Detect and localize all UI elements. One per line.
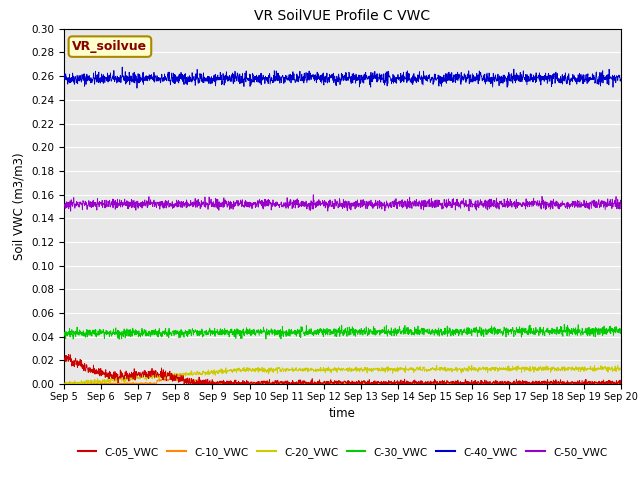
Legend: C-05_VWC, C-10_VWC, C-20_VWC, C-30_VWC, C-40_VWC, C-50_VWC: C-05_VWC, C-10_VWC, C-20_VWC, C-30_VWC, … — [74, 443, 611, 462]
Title: VR SoilVUE Profile C VWC: VR SoilVUE Profile C VWC — [254, 10, 431, 24]
Y-axis label: Soil VWC (m3/m3): Soil VWC (m3/m3) — [13, 153, 26, 260]
Text: VR_soilvue: VR_soilvue — [72, 40, 147, 53]
X-axis label: time: time — [329, 407, 356, 420]
